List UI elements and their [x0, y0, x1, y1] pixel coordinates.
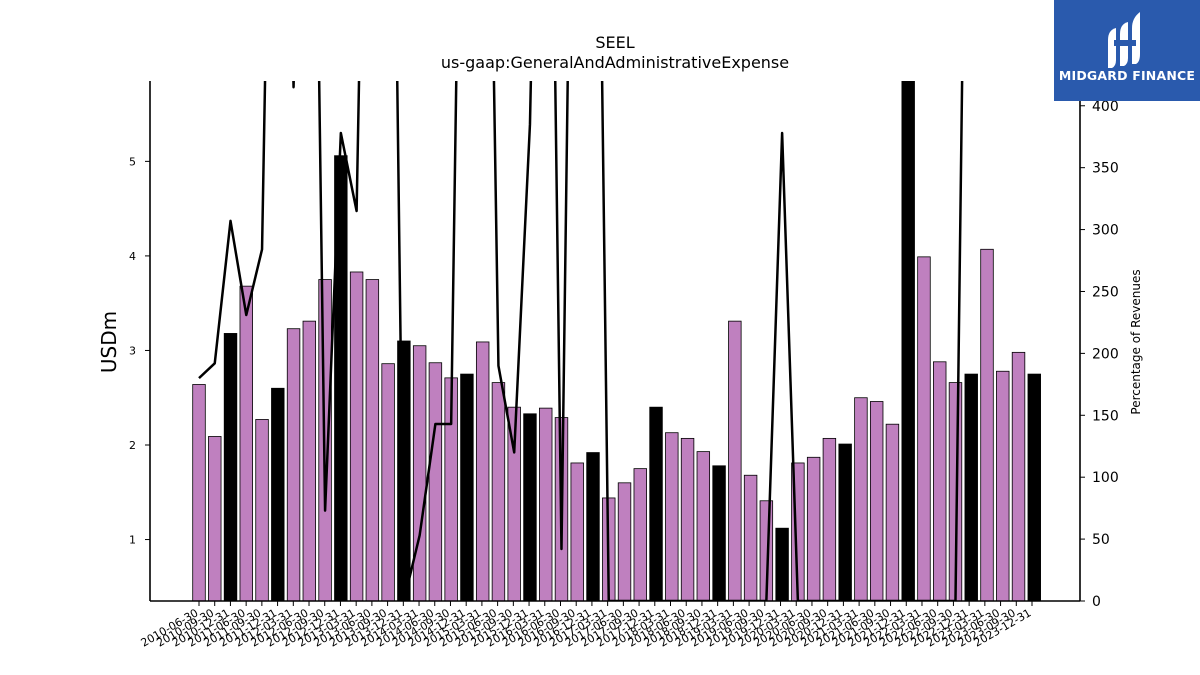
bar — [239, 285, 253, 601]
bar — [806, 456, 821, 601]
bar — [428, 362, 443, 601]
bar — [302, 320, 317, 601]
bar — [507, 406, 521, 601]
bar — [475, 341, 490, 601]
bar — [933, 361, 947, 601]
bar — [665, 432, 679, 601]
bar — [255, 419, 269, 601]
bar — [996, 370, 1010, 601]
bar — [617, 482, 632, 601]
bar — [633, 468, 647, 601]
bar — [192, 384, 206, 601]
bar — [696, 451, 711, 601]
bar — [539, 407, 553, 601]
chart-subtitle: us-gaap:GeneralAndAdministrativeExpense — [441, 53, 789, 72]
bar — [712, 465, 726, 601]
bar — [223, 333, 238, 601]
y-tick-label: 2 — [129, 439, 136, 452]
y2-tick-label: 200 — [1092, 346, 1119, 362]
bar — [838, 443, 852, 601]
bar — [680, 437, 695, 601]
y2-tick-label: 350 — [1092, 161, 1119, 177]
y-tick-label: 3 — [129, 344, 136, 357]
bar — [869, 401, 884, 601]
bar — [349, 271, 364, 601]
bar — [743, 474, 758, 601]
bar — [523, 413, 537, 601]
y2-tick-label: 400 — [1092, 99, 1119, 115]
bar — [728, 320, 742, 601]
bar — [491, 382, 506, 601]
bar — [286, 328, 301, 601]
logo-mark-icon — [1108, 12, 1140, 68]
y2-axis-label: Percentage of Revenues — [1129, 269, 1143, 414]
y2-tick-label: 50 — [1092, 532, 1110, 548]
y2-tick-label: 250 — [1092, 284, 1119, 300]
bar — [570, 462, 584, 601]
logo-text: MIDGARD FINANCE — [1058, 68, 1196, 83]
percentage-line — [198, 81, 964, 601]
bar — [271, 387, 285, 601]
y2-tick-label: 100 — [1092, 470, 1119, 486]
bar — [964, 373, 978, 601]
y-axis-label: USDm — [97, 311, 121, 373]
bar — [381, 363, 395, 601]
bar — [854, 397, 868, 601]
bar — [1027, 373, 1041, 601]
bar — [917, 256, 931, 601]
bar — [980, 248, 994, 601]
bar — [901, 81, 915, 601]
bar — [365, 279, 380, 601]
bar — [822, 437, 837, 601]
bar — [885, 423, 900, 601]
y-tick-label: 5 — [129, 155, 136, 168]
bar — [649, 406, 663, 601]
y2-tick-label: 0 — [1092, 594, 1101, 610]
bar — [586, 452, 600, 601]
bar — [775, 527, 789, 601]
y-tick-label: 4 — [129, 250, 136, 263]
bar — [460, 373, 474, 601]
bar — [1011, 351, 1026, 601]
midgard-finance-logo: MIDGARD FINANCE — [1054, 0, 1200, 101]
y2-tick-label: 150 — [1092, 408, 1119, 424]
y2-tick-label: 300 — [1092, 223, 1119, 239]
chart-title: SEEL — [595, 33, 634, 52]
bar — [208, 436, 222, 601]
y-tick-label: 1 — [129, 534, 136, 547]
bar — [412, 345, 427, 601]
